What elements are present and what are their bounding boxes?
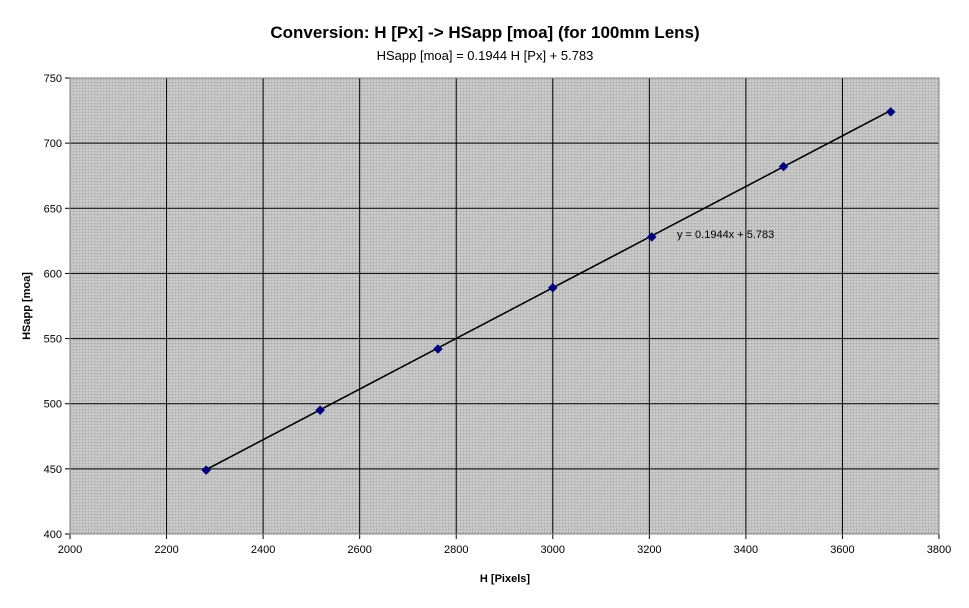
y-tick-label: 550 — [44, 334, 62, 346]
x-tick-label: 3600 — [830, 544, 854, 556]
x-tick-label: 2800 — [444, 544, 468, 556]
data-point-diamond — [315, 405, 325, 416]
y-tick-label: 500 — [44, 399, 62, 411]
chart-subtitle: HSapp [moa] = 0.1944 H [Px] + 5.783 — [377, 48, 594, 63]
x-tick-label: 2600 — [347, 544, 371, 556]
x-tick-label: 2400 — [251, 544, 275, 556]
x-tick-label: 3000 — [541, 544, 565, 556]
y-tick-label: 700 — [44, 138, 62, 150]
x-tick-label: 3200 — [637, 544, 661, 556]
x-axis-title: H [Pixels] — [480, 573, 530, 585]
data-point-diamond — [885, 107, 896, 117]
y-tick-labels: 400 450 500 550 600 650 700 750 — [44, 73, 62, 541]
data-point-diamond — [201, 465, 211, 476]
x-tick-label: 2000 — [58, 544, 82, 556]
y-tick-label: 450 — [44, 464, 62, 476]
x-tick-label: 3800 — [927, 544, 951, 556]
trendline-equation: y = 0.1944x + 5.783 — [677, 229, 774, 241]
data-point-diamond — [547, 282, 558, 293]
chart-title: Conversion: H [Px] -> HSapp [moa] (for 1… — [270, 23, 699, 42]
grid-lines — [65, 77, 940, 539]
y-tick-label: 650 — [44, 203, 62, 215]
data-point-diamond — [646, 232, 657, 242]
data-point-diamond — [778, 161, 789, 172]
y-tick-label: 400 — [44, 529, 62, 541]
y-tick-label: 600 — [44, 268, 62, 280]
y-axis-title: HSapp [moa] — [21, 272, 33, 340]
y-tick-label: 750 — [44, 73, 62, 85]
x-tick-labels: 2000 2200 2400 2600 2800 3000 3200 3400 3600 3800 — [58, 544, 951, 556]
plot-area — [70, 78, 939, 534]
x-tick-label: 2200 — [154, 544, 178, 556]
plot-border — [69, 77, 940, 535]
data-point-diamond — [433, 344, 443, 354]
data-points — [201, 107, 896, 476]
x-tick-label: 3400 — [734, 544, 758, 556]
